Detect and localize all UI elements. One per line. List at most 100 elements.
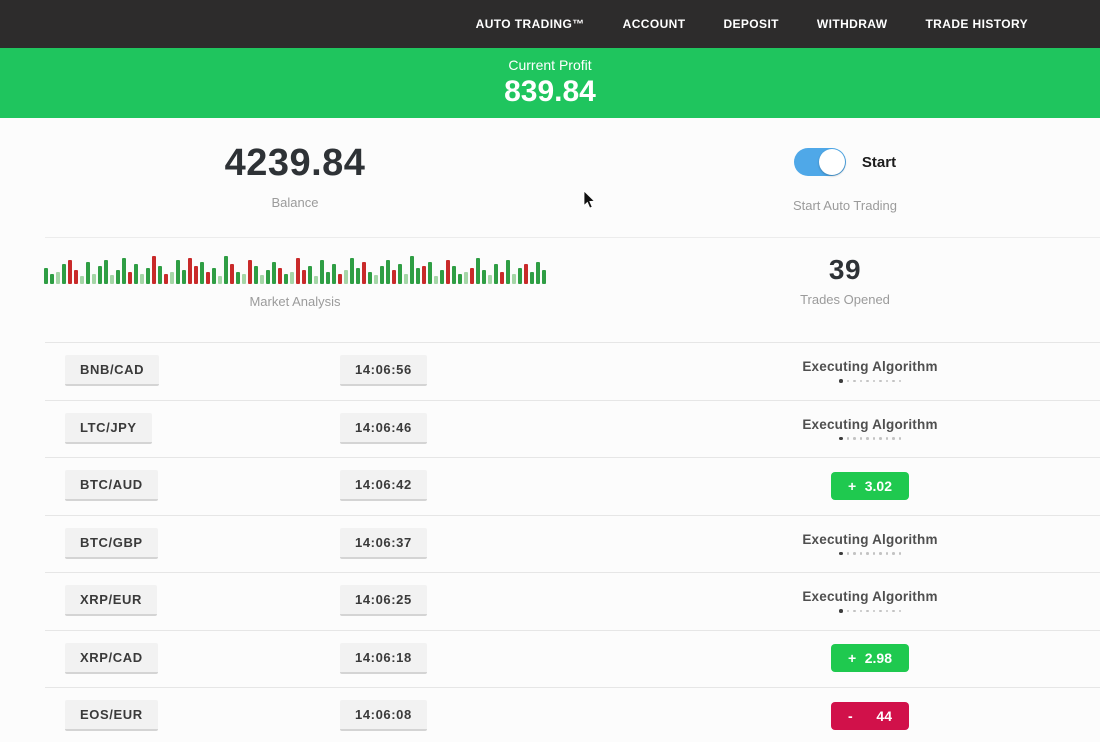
- auto-trading-toggle[interactable]: [793, 148, 846, 176]
- chart-bar: [518, 268, 522, 284]
- chart-bar: [524, 264, 528, 284]
- progress-dot: [892, 437, 895, 440]
- pair-badge: LTC/JPY: [65, 412, 152, 444]
- badge-value: 2.98: [864, 650, 892, 667]
- table-row: XRP/EUR 14:06:25 Executing Algorithm: [0, 572, 1100, 630]
- time-badge: 14:06:46: [340, 412, 427, 444]
- chart-bar: [464, 272, 468, 284]
- navbar-items: AUTO TRADING™ ACCOUNT DEPOSIT WITHDRAW TRADE…: [476, 17, 1028, 31]
- chart-bar: [350, 258, 354, 284]
- progress-dot: [872, 437, 875, 440]
- market-analysis-label: Market Analysis: [249, 294, 341, 309]
- progress-dot: [846, 609, 849, 612]
- progress-dot: [885, 552, 888, 555]
- chart-bar: [416, 268, 420, 284]
- chart-bar: [62, 264, 66, 284]
- progress-dot: [898, 609, 901, 612]
- chart-bar: [206, 272, 210, 284]
- progress-dot: [853, 609, 856, 612]
- chart-bar: [152, 256, 156, 284]
- progress-dot: [892, 379, 895, 382]
- chart-bar: [506, 260, 510, 284]
- chart-bar: [488, 275, 492, 284]
- chart-bar: [158, 266, 162, 284]
- progress-dot: [866, 609, 869, 612]
- chart-bar: [542, 270, 546, 284]
- balance-section: 4239.84 Balance Start Start Auto Trading: [0, 118, 1100, 237]
- progress-dot: [859, 552, 862, 555]
- chart-bar: [50, 274, 54, 284]
- progress-dot: [872, 379, 875, 382]
- progress-dot: [898, 437, 901, 440]
- chart-bar: [332, 264, 336, 284]
- executing-label: Executing Algorithm: [802, 359, 938, 374]
- chart-bar: [440, 270, 444, 284]
- progress-dots: [839, 609, 901, 613]
- chart-bar: [404, 274, 408, 284]
- chart-bar: [344, 270, 348, 284]
- progress-dot: [859, 609, 862, 612]
- executing-status: Executing Algorithm: [802, 531, 938, 555]
- progress-dot: [866, 552, 869, 555]
- table-row: BNB/CAD 14:06:56 Executing Algorithm: [0, 342, 1100, 400]
- pair-badge: XRP/EUR: [65, 585, 157, 617]
- nav-item[interactable]: WITHDRAW: [816, 17, 888, 31]
- section-divider: [45, 237, 1100, 238]
- market-analysis-section: Market Analysis 39 Trades Opened: [0, 238, 1100, 342]
- progress-dot: [839, 551, 843, 555]
- chart-bar: [86, 262, 90, 284]
- progress-dot: [879, 379, 882, 382]
- progress-dot: [872, 609, 875, 612]
- progress-dot: [885, 379, 888, 382]
- status-cell: +3.02: [640, 471, 1100, 500]
- badge-value: 3.02: [864, 477, 892, 494]
- progress-dot: [846, 379, 849, 382]
- executing-status: Executing Algorithm: [802, 359, 937, 383]
- progress-dot: [853, 437, 856, 440]
- progress-dot: [846, 437, 849, 440]
- chart-bar: [182, 270, 186, 284]
- progress-dot: [892, 552, 895, 555]
- chart-bar: [278, 268, 282, 284]
- chart-bar: [476, 258, 480, 284]
- time-badge: 14:06:25: [340, 585, 427, 617]
- progress-dot: [872, 552, 875, 555]
- chart-bar: [254, 266, 258, 284]
- progress-dot: [866, 379, 869, 382]
- profit-banner: Current Profit 839.84: [0, 48, 1100, 118]
- time-badge: 14:06:08: [340, 700, 427, 732]
- nav-item[interactable]: ACCOUNT: [622, 17, 686, 31]
- chart-bar: [362, 262, 366, 284]
- chart-bar: [164, 274, 168, 284]
- status-cell: - 44: [640, 701, 1100, 730]
- chart-bar: [44, 268, 48, 284]
- chart-bar: [98, 266, 102, 284]
- progress-dot: [879, 437, 882, 440]
- chart-bar: [110, 275, 114, 284]
- nav-item[interactable]: AUTO TRADING™: [475, 17, 585, 31]
- nav-item[interactable]: DEPOSIT: [723, 17, 779, 31]
- profit-badge: +3.02: [831, 471, 909, 500]
- top-navbar: AUTO TRADING™ ACCOUNT DEPOSIT WITHDRAW TRADE…: [0, 0, 1100, 48]
- trades-opened-value: 39: [828, 254, 862, 285]
- chart-bar: [512, 274, 516, 284]
- chart-bar: [296, 258, 300, 284]
- chart-bar: [482, 270, 486, 284]
- chart-bar: [320, 260, 324, 284]
- chart-bar: [188, 258, 192, 284]
- time-badge: 14:06:42: [340, 470, 427, 502]
- chart-bar: [398, 264, 402, 284]
- nav-item[interactable]: TRADE HISTORY: [925, 17, 1028, 31]
- chart-bar: [392, 270, 396, 284]
- market-analysis-chart: [44, 254, 546, 284]
- progress-dot: [879, 552, 882, 555]
- progress-dot: [846, 552, 849, 555]
- chart-bar: [242, 274, 246, 284]
- progress-dot: [859, 379, 862, 382]
- status-cell: Executing Algorithm: [640, 531, 1100, 555]
- progress-dots: [839, 436, 901, 440]
- executing-label: Executing Algorithm: [802, 531, 938, 547]
- pair-badge: BNB/CAD: [65, 355, 160, 387]
- executing-status: Executing Algorithm: [802, 417, 937, 440]
- progress-dot: [885, 609, 888, 612]
